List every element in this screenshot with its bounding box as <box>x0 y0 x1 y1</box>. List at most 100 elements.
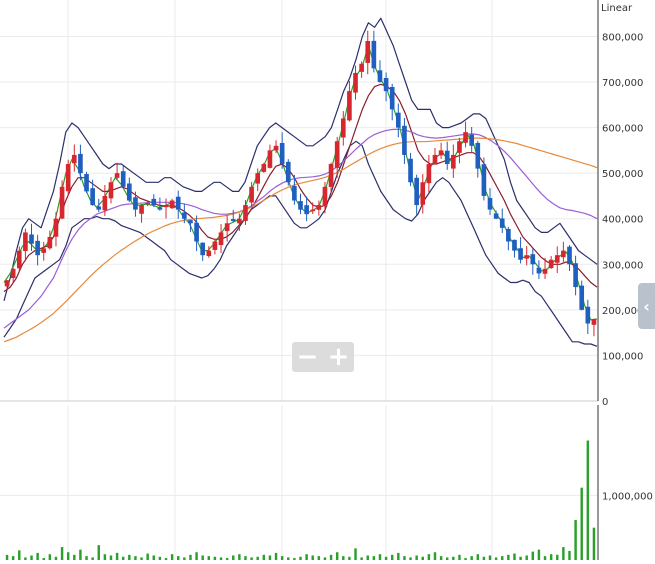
candle-down <box>567 246 572 265</box>
volume-bar <box>207 556 211 560</box>
volume-bar <box>232 555 235 560</box>
volume-bar <box>219 557 223 560</box>
price-tick-label: 200,000 <box>602 306 643 317</box>
volume-bar <box>103 554 107 560</box>
candle-layer <box>4 30 597 337</box>
volume-bar <box>470 556 473 560</box>
candle-up <box>163 205 169 208</box>
volume-bar <box>250 557 253 560</box>
candle-down <box>279 143 285 165</box>
candle-up <box>53 218 59 237</box>
candle-down <box>579 285 585 310</box>
volume-bar <box>348 556 351 560</box>
candle-up <box>4 280 10 287</box>
candle-up <box>316 205 322 210</box>
volume-bar <box>543 556 547 560</box>
volume-bar <box>403 556 406 560</box>
volume-bar <box>79 549 82 560</box>
volume-bar <box>488 555 492 560</box>
candle-down <box>377 70 383 83</box>
volume-bar <box>280 556 284 560</box>
candle-up <box>463 132 468 143</box>
price-tick-label: 500,000 <box>602 169 643 180</box>
candle-up <box>249 186 254 203</box>
candle-up <box>561 250 566 258</box>
volume-bar <box>317 556 321 560</box>
candle-down <box>530 254 536 265</box>
volume-bar <box>213 556 217 560</box>
volume-bar <box>152 555 156 560</box>
candle-up <box>102 195 108 211</box>
candle-down <box>200 242 206 256</box>
volume-bar <box>335 552 339 560</box>
volume-bar <box>464 558 467 560</box>
volume-bar <box>323 557 327 560</box>
volume-bar <box>433 552 437 560</box>
volume-bar <box>177 556 180 560</box>
volume-bar <box>109 555 113 560</box>
volume-bar <box>586 440 590 560</box>
volume-bar <box>225 558 229 560</box>
volume-bar <box>311 555 314 560</box>
candle-down <box>35 240 40 256</box>
candle-down <box>536 267 542 274</box>
candle-down <box>230 219 236 222</box>
volume-bar <box>525 555 528 560</box>
volume-bar <box>342 556 345 560</box>
volume-bar <box>11 556 15 560</box>
candle-up <box>438 150 444 156</box>
candle-up <box>347 91 352 121</box>
volume-bar <box>170 554 174 560</box>
candle-down <box>133 197 138 210</box>
candle-up <box>420 182 426 205</box>
candle-up <box>353 72 358 93</box>
volume-bar <box>568 550 571 560</box>
volume-bar <box>458 554 461 560</box>
volume-bar <box>256 556 259 560</box>
candle-down <box>127 183 132 201</box>
price-tick-label: 600,000 <box>602 124 643 135</box>
volume-bar <box>562 547 565 560</box>
volume-bar <box>507 554 510 560</box>
volume-bar <box>445 557 449 560</box>
candle-up <box>218 232 224 246</box>
volume-bar <box>18 550 21 560</box>
candle-up <box>139 205 144 214</box>
volume-bar <box>372 556 376 560</box>
candle-up <box>457 141 462 153</box>
volume-layer <box>5 440 596 560</box>
candle-down <box>78 153 83 174</box>
volume-bar <box>427 554 431 560</box>
chevron-left-icon: ‹ <box>643 296 650 316</box>
candle-down <box>444 150 450 165</box>
grid-layer <box>0 0 598 560</box>
volume-bar <box>366 555 369 560</box>
candle-down <box>475 142 481 169</box>
zoom-in-button[interactable]: + <box>327 342 350 372</box>
candle-down <box>96 206 102 210</box>
candle-up <box>243 205 248 221</box>
ma-longest-line <box>3 137 598 343</box>
zoom-out-button[interactable]: − <box>296 342 319 372</box>
volume-bar <box>501 556 504 560</box>
candle-up <box>334 141 340 168</box>
volume-bar <box>73 554 76 560</box>
candle-down <box>469 134 474 146</box>
candle-down <box>573 263 578 288</box>
candle-down <box>506 228 511 242</box>
candle-up <box>542 268 548 274</box>
candle-up <box>41 248 47 253</box>
volume-bar <box>164 558 168 560</box>
candle-up <box>255 173 261 184</box>
side-panel-toggle[interactable]: ‹ <box>638 283 655 329</box>
volume-bar <box>189 554 192 560</box>
volume-bar <box>85 556 88 560</box>
volume-bar <box>91 557 94 560</box>
volume-bar <box>384 556 388 560</box>
volume-bar <box>360 557 363 560</box>
candle-up <box>261 164 267 172</box>
volume-bar <box>60 547 64 560</box>
volume-bar <box>24 557 27 560</box>
volume-bar <box>293 558 296 560</box>
